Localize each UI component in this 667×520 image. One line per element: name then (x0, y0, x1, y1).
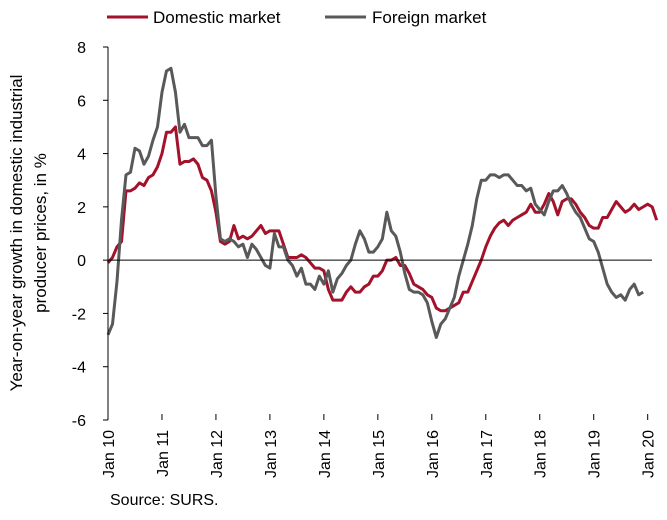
x-axis: Jan 10 Jan 11 Jan 12 Jan 13 Jan 14 Jan 15 Jan … (101, 414, 658, 478)
chart-legend: Domestic market Foreign market (107, 8, 487, 27)
y-tick-label: -4 (72, 360, 86, 377)
x-tick-label: Jan 13 (263, 430, 280, 478)
y-tick-label: 8 (77, 40, 86, 57)
y-tick-label: 2 (77, 200, 86, 217)
source-note: Source: SURS. (110, 492, 219, 509)
legend-label-foreign: Foreign market (372, 8, 487, 27)
x-tick-label: Jan 19 (587, 430, 604, 478)
y-tick-label: -2 (72, 306, 86, 323)
y-tick-label: 4 (77, 147, 86, 164)
x-tick-label: Jan 17 (479, 430, 496, 478)
series-line-foreign (106, 66, 644, 339)
y-tick-label: 0 (77, 253, 86, 270)
y-axis-title-line2: producer prices, in % (31, 153, 50, 313)
x-tick-label: Jan 15 (371, 430, 388, 478)
y-axis: -6 -4 -2 0 2 4 6 8 (72, 40, 108, 430)
x-tick-label: Jan 16 (425, 430, 442, 478)
x-tick-label: Jan 12 (209, 430, 226, 478)
x-tick-label: Jan 18 (533, 430, 550, 478)
x-tick-label: Jan 10 (101, 430, 118, 478)
x-tick-label: Jan 20 (641, 430, 658, 478)
y-tick-label: 6 (77, 93, 86, 110)
legend-label-domestic: Domestic market (153, 8, 281, 27)
y-axis-title: Year-on-year growth in domestic industri… (7, 75, 50, 392)
x-tick-label: Jan 11 (155, 430, 172, 477)
y-tick-label: -6 (72, 413, 86, 430)
y-axis-title-line1: Year-on-year growth in domestic industri… (7, 75, 26, 392)
x-tick-label: Jan 14 (317, 430, 334, 478)
series-layer (106, 66, 659, 339)
series-line-domestic (106, 125, 659, 313)
